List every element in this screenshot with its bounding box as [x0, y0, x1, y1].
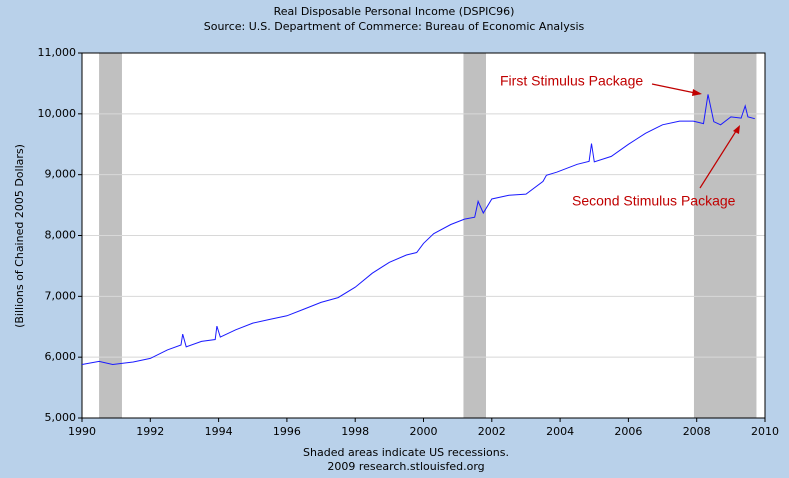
footer: 2009 research.stlouisfed.org	[327, 460, 484, 473]
x-tick-label: 2000	[410, 425, 438, 438]
annotation: First Stimulus Package	[500, 73, 643, 89]
y-tick-label: 8,000	[45, 229, 77, 242]
y-axis-label: (Billions of Chained 2005 Dollars)	[13, 144, 26, 328]
x-tick-label: 2008	[683, 425, 711, 438]
x-tick-label: 2010	[751, 425, 779, 438]
y-tick-label: 10,000	[38, 107, 77, 120]
annotation-arrow	[651, 83, 701, 95]
x-tick-label: 2004	[546, 425, 574, 438]
plot-frame	[81, 52, 766, 419]
chart-subtitle: Source: U.S. Department of Commerce: Bur…	[204, 20, 585, 33]
x-tick-label: 2006	[614, 425, 642, 438]
y-tick-label: 6,000	[45, 350, 77, 363]
annotation: Second Stimulus Package	[572, 193, 736, 209]
x-tick-label: 1998	[341, 425, 369, 438]
x-tick-label: 1996	[273, 425, 301, 438]
x-tick-label: 1990	[68, 425, 96, 438]
footer: Shaded areas indicate US recessions.	[303, 446, 509, 459]
arrow-head	[733, 125, 740, 134]
x-tick-label: 2002	[478, 425, 506, 438]
arrow-head	[692, 89, 702, 96]
x-tick-label: 1994	[205, 425, 233, 438]
chart-title: Real Disposable Personal Income (DSPIC96…	[274, 5, 515, 18]
annotation-arrow	[699, 127, 739, 189]
y-tick-label: 11,000	[38, 46, 77, 59]
y-tick-label: 7,000	[45, 289, 77, 302]
x-tick-label: 1992	[136, 425, 164, 438]
y-tick-label: 9,000	[45, 168, 77, 181]
data-line	[81, 94, 755, 366]
y-tick-label: 5,000	[45, 411, 77, 424]
